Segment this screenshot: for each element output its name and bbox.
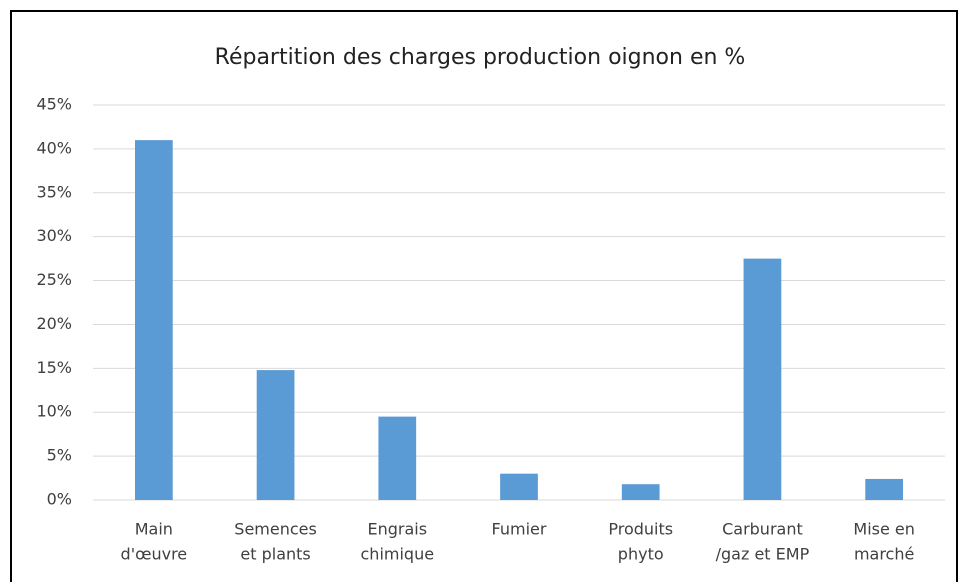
chart-title: Répartition des charges production oigno… — [215, 45, 746, 70]
y-tick-label: 15% — [36, 358, 72, 377]
y-tick-label: 10% — [36, 402, 72, 421]
y-tick-label: 30% — [36, 226, 72, 245]
bar — [134, 140, 173, 500]
x-tick-label: Engrais — [367, 520, 427, 539]
x-tick-label: et plants — [240, 545, 310, 564]
y-tick-label: 45% — [36, 95, 72, 114]
x-tick-label: Mise en — [853, 520, 915, 539]
bar — [743, 258, 782, 500]
x-tick-label: d'œuvre — [121, 545, 188, 564]
y-tick-label: 35% — [36, 182, 72, 201]
bar — [500, 473, 538, 500]
y-tick-label: 5% — [47, 446, 72, 465]
x-tick-label: Carburant — [722, 520, 803, 539]
x-tick-label: phyto — [618, 545, 664, 564]
bar — [378, 416, 417, 500]
y-tick-label: 0% — [47, 490, 72, 509]
bar — [621, 484, 660, 500]
x-tick-label: Fumier — [492, 520, 547, 539]
y-tick-label: 20% — [36, 314, 72, 333]
bar — [865, 478, 904, 500]
x-tick-label: chimique — [361, 545, 435, 564]
x-tick-label: marché — [854, 545, 914, 564]
bar — [256, 370, 295, 500]
y-tick-label: 40% — [36, 138, 72, 157]
x-tick-label: Produits — [608, 520, 673, 539]
x-tick-label: Semences — [234, 520, 317, 539]
x-tick-label: /gaz et EMP — [716, 545, 810, 564]
y-tick-label: 25% — [36, 270, 72, 289]
x-tick-label: Main — [135, 520, 173, 539]
